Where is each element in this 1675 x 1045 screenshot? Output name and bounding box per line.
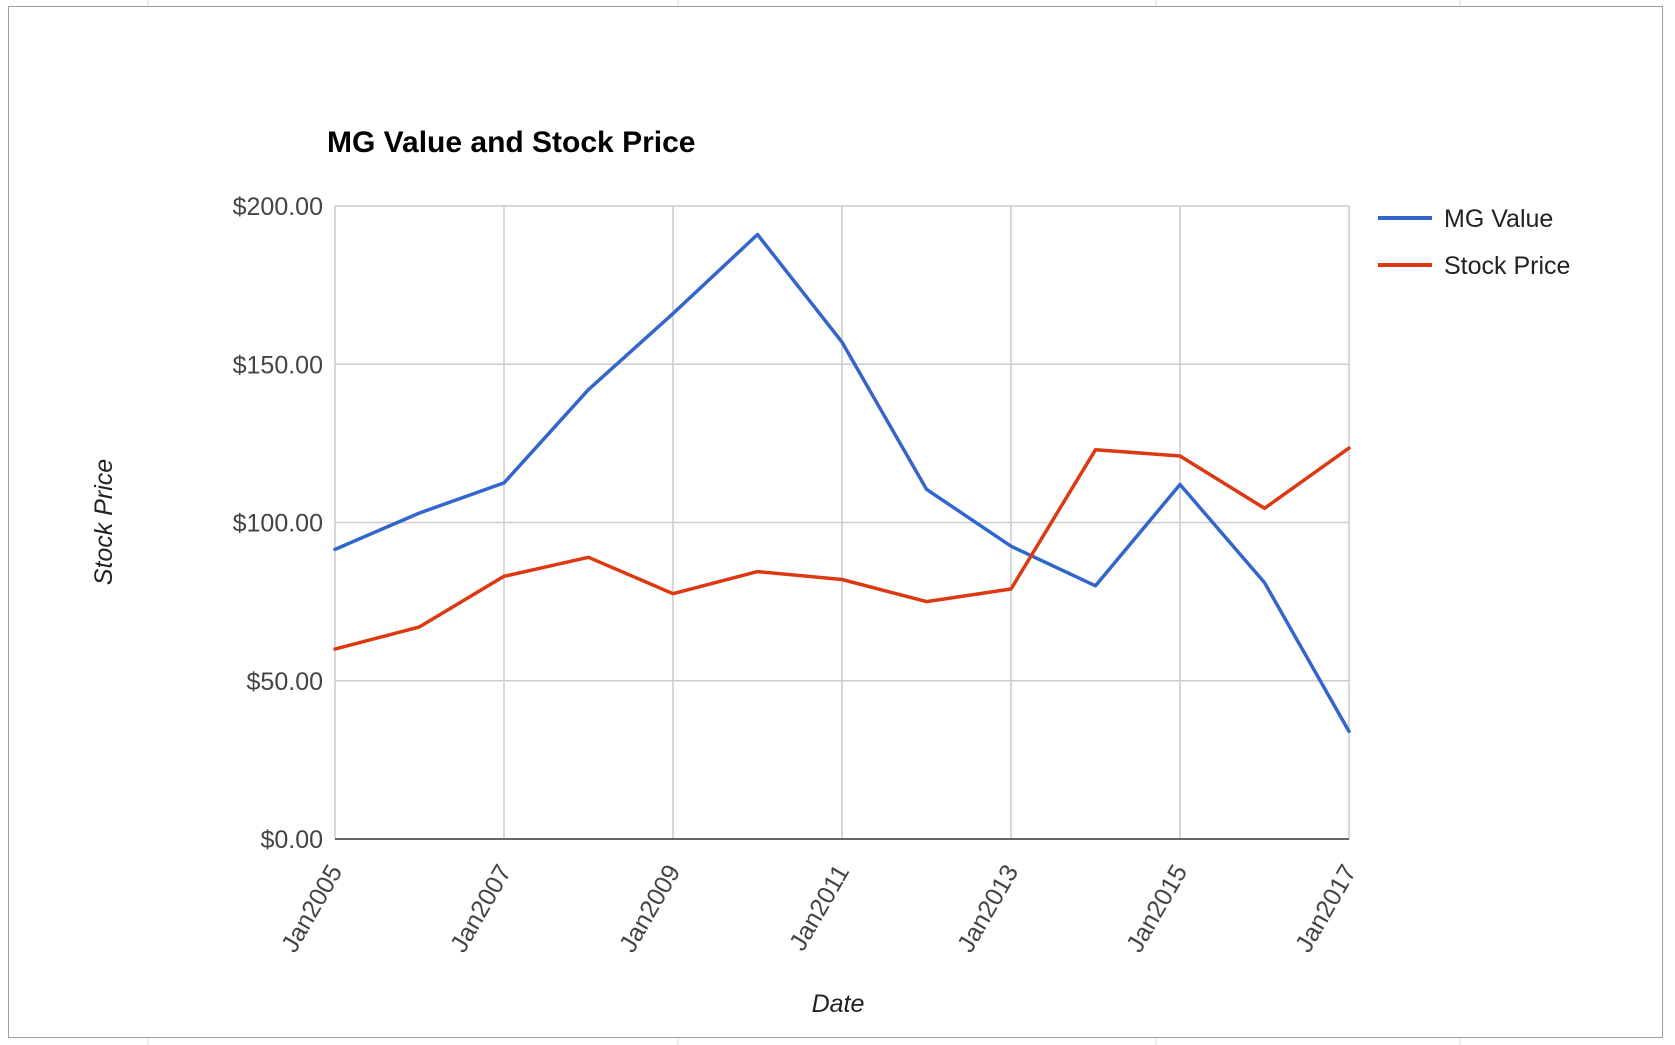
x-tick-label: Jan2013 [952, 860, 1024, 957]
x-tick-label: Jan2015 [1121, 860, 1193, 957]
x-tick-label: Jan2007 [445, 860, 517, 957]
y-tick-label: $0.00 [260, 826, 323, 854]
y-axis-title: Stock Price [90, 459, 118, 585]
gridlines [334, 205, 1350, 839]
x-axis-ticks: Jan2005 Jan2007 Jan2009 Jan2011 Jan2013 Jan20… [276, 860, 1362, 957]
series-line-mg-value [333, 232, 1351, 734]
y-tick-label: $150.00 [233, 351, 323, 379]
x-tick-label: Jan2011 [784, 860, 855, 955]
y-axis-ticks: $0.00 $50.00 $100.00 $150.00 $200.00 [233, 193, 323, 854]
x-tick-label: Jan2017 [1290, 860, 1362, 957]
legend-label: Stock Price [1444, 252, 1570, 280]
y-tick-label: $50.00 [247, 668, 323, 696]
series-lines [333, 232, 1351, 734]
x-axis-title: Date [812, 990, 865, 1018]
chart-title: MG Value and Stock Price [327, 126, 695, 159]
y-tick-label: $100.00 [233, 510, 323, 538]
x-tick-label: Jan2005 [276, 860, 348, 957]
series-line-stock-price [333, 446, 1351, 651]
legend-label: MG Value [1444, 205, 1553, 233]
x-tick-label: Jan2009 [614, 860, 686, 957]
y-tick-label: $200.00 [233, 193, 323, 221]
legend: MG Value Stock Price [1378, 205, 1570, 280]
